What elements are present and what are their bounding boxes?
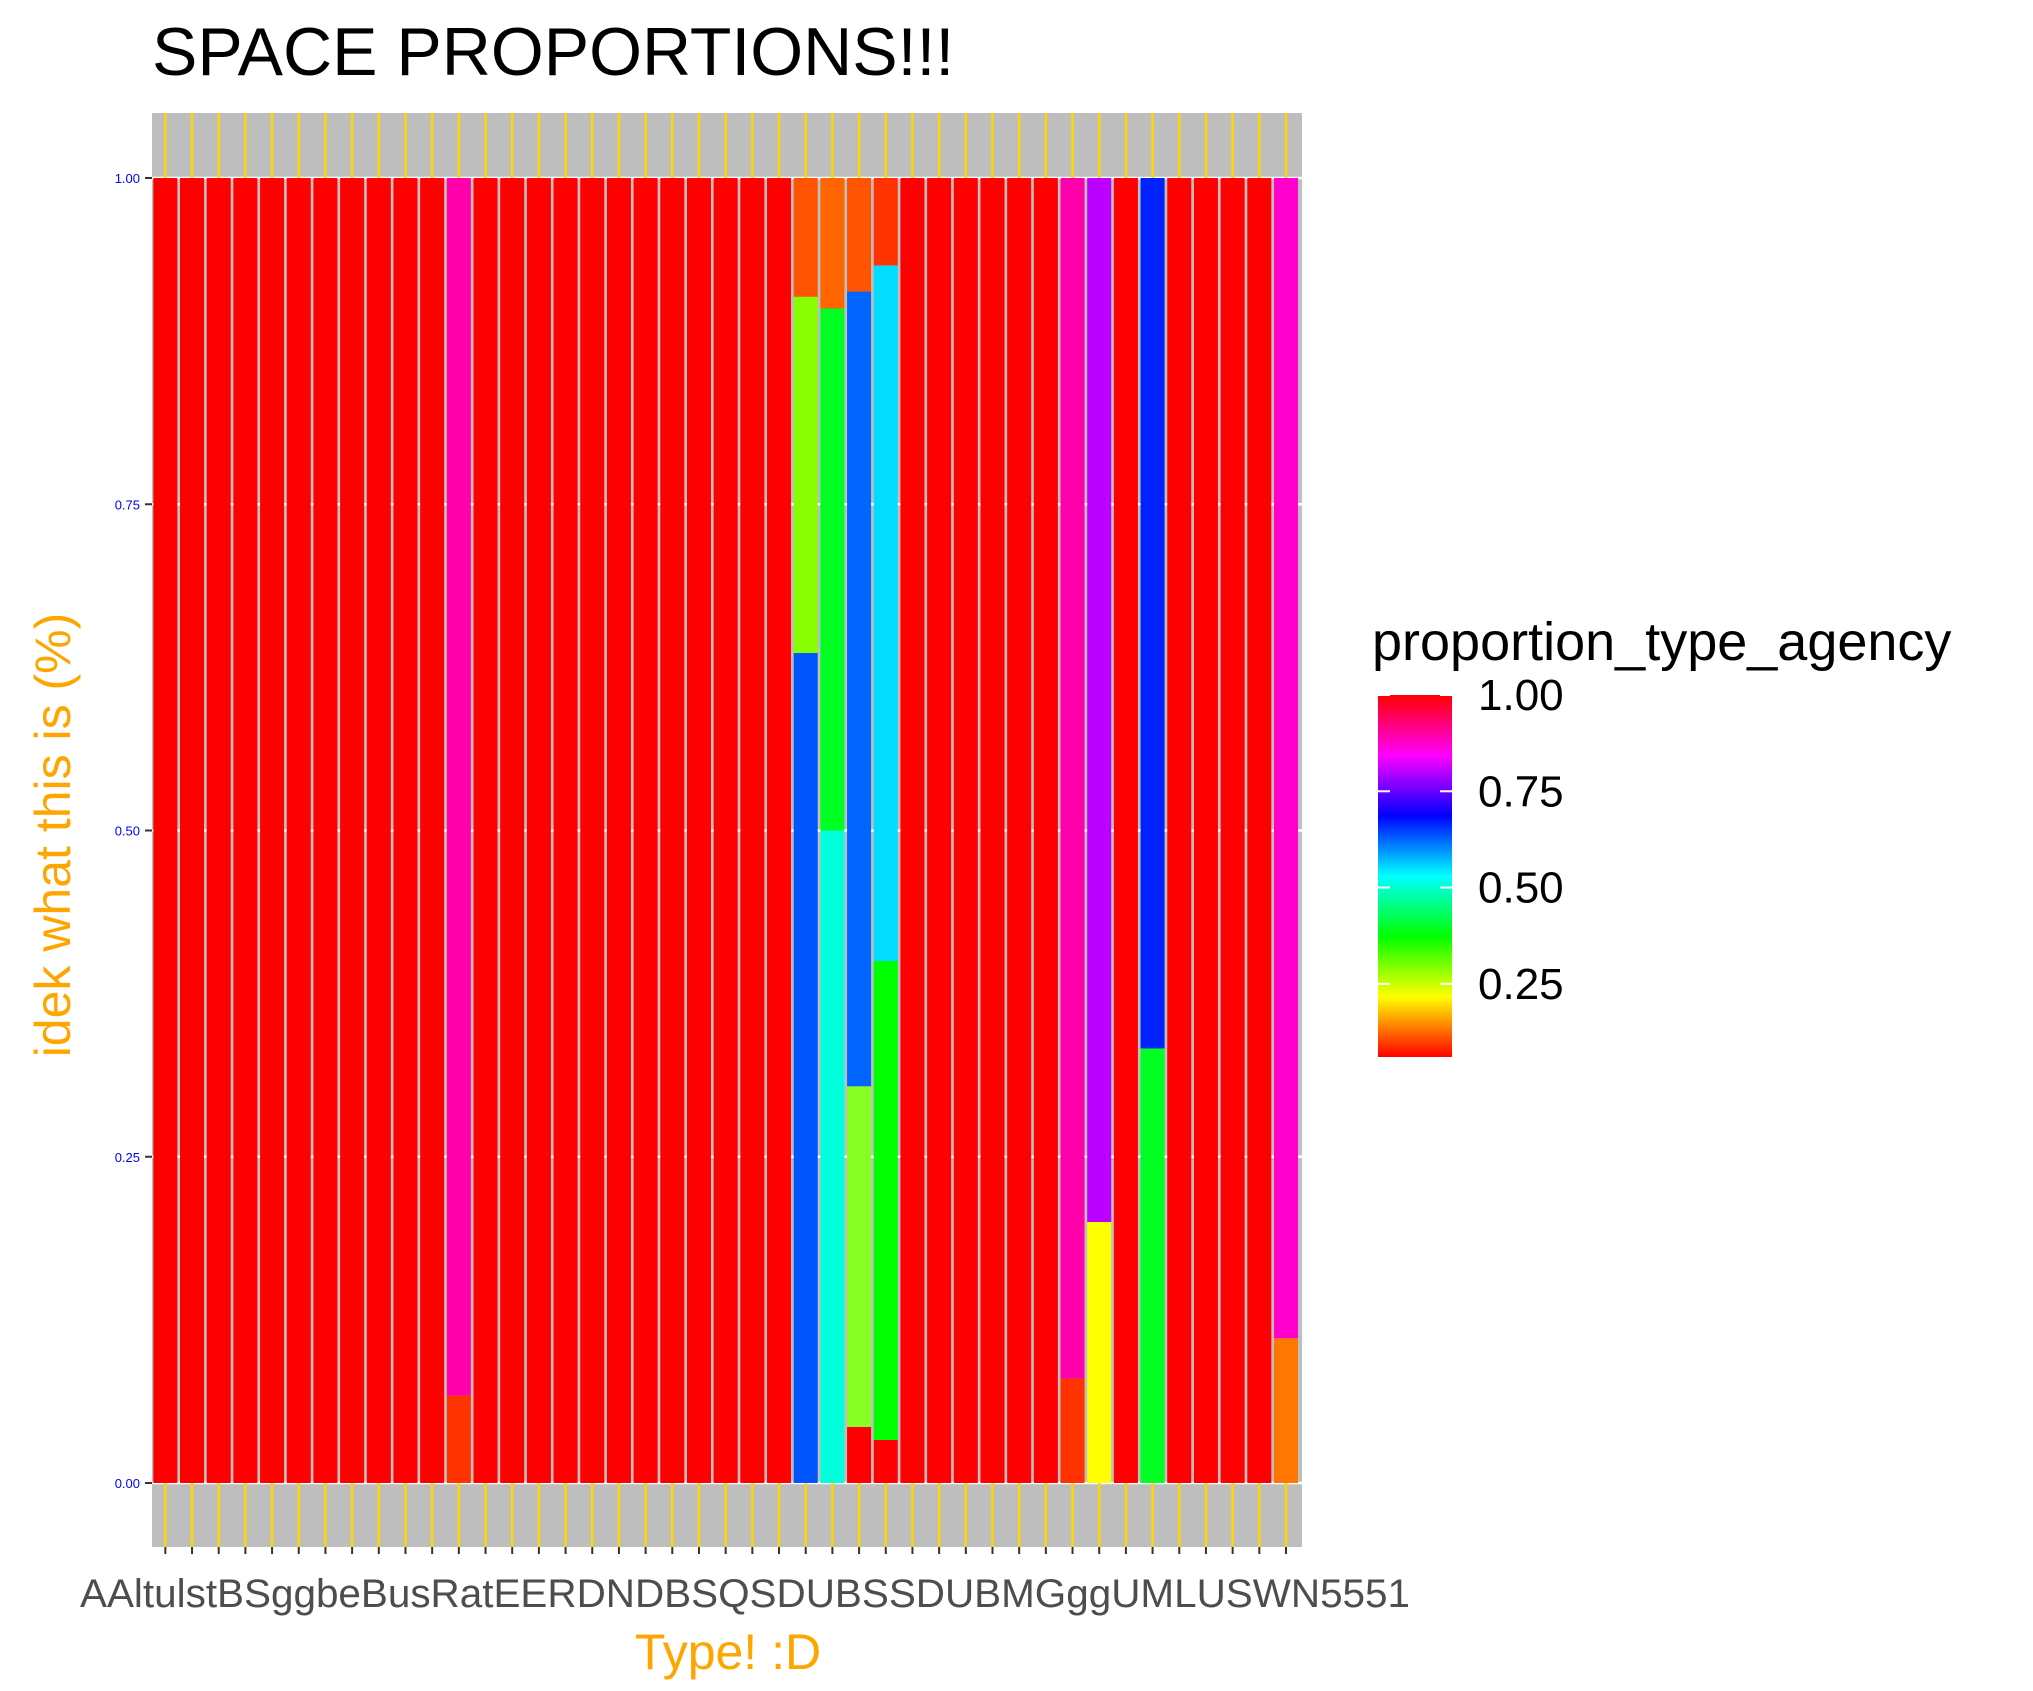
bar-segment: [340, 178, 365, 1483]
bar-segment: [873, 961, 898, 1440]
bar-segment: [793, 178, 818, 297]
bar-segment: [740, 178, 765, 1483]
y-tick-label: 0.25: [115, 1150, 140, 1165]
bar-segment: [873, 178, 898, 266]
bar-segment: [553, 178, 578, 1483]
x-tick-labels: AAltulstBSggbeBusRatEERDNDBSQSDUBSSDUBMG…: [80, 1572, 1410, 1616]
bar-segment: [473, 178, 498, 1483]
legend-label: 0.50: [1478, 864, 1564, 913]
bar-segment: [500, 178, 525, 1483]
bar-segment: [820, 308, 845, 831]
bar-segment: [847, 1086, 872, 1427]
bar-segment: [873, 1439, 898, 1483]
x-axis-title: Type! :D: [635, 1624, 821, 1680]
bar-segment: [847, 178, 872, 292]
bar-segment: [206, 178, 231, 1483]
bar-segment: [1193, 178, 1218, 1483]
legend-label: 1.00: [1478, 671, 1564, 720]
bar-segment: [153, 178, 178, 1483]
bar-segment: [1167, 178, 1192, 1483]
y-tick-label: 0.75: [115, 497, 140, 512]
bar-segment: [286, 178, 311, 1483]
bar-segment: [820, 178, 845, 309]
bar-segment: [1087, 1222, 1112, 1483]
legend-colorbar: [1378, 695, 1452, 1057]
bar-segment: [1220, 178, 1245, 1483]
bar-segment: [793, 653, 818, 1483]
bar-segment: [927, 178, 952, 1483]
bar-segment: [606, 178, 631, 1483]
bar-segment: [446, 1395, 471, 1483]
bar-segment: [793, 296, 818, 654]
bar-segment: [686, 178, 711, 1483]
x-axis: AAltulstBSggbeBusRatEERDNDBSQSDUBSSDUBMG…: [80, 1547, 1410, 1616]
legend-label: 0.25: [1478, 960, 1564, 1009]
bars: [153, 178, 1298, 1483]
bar-segment: [1140, 1048, 1165, 1483]
bar-segment: [1060, 178, 1085, 1379]
bar-segment: [980, 178, 1005, 1483]
bar-segment: [580, 178, 605, 1483]
bar-segment: [313, 178, 338, 1483]
bar-segment: [393, 178, 418, 1483]
bar-segment: [660, 178, 685, 1483]
bar-segment: [1273, 1338, 1298, 1483]
y-tick-label: 0.50: [115, 824, 140, 839]
bar-segment: [900, 178, 925, 1483]
y-tick-label: 1.00: [115, 171, 140, 186]
bar-segment: [1060, 1378, 1085, 1483]
bar-segment: [767, 178, 792, 1483]
y-tick-label: 0.00: [115, 1476, 140, 1491]
legend-title: proportion_type_agency: [1372, 612, 1951, 672]
chart-title: SPACE PROPORTIONS!!!: [152, 14, 954, 90]
bar-segment: [446, 178, 471, 1396]
bar-segment: [713, 178, 738, 1483]
legend: proportion_type_agency 0.25 0.50 0.75 1.00: [1372, 612, 1951, 1057]
bar-segment: [1113, 178, 1138, 1483]
y-axis-title: idek what this is (%): [25, 613, 81, 1058]
bar-segment: [1033, 178, 1058, 1483]
bar-segment: [873, 265, 898, 961]
bar-segment: [1273, 178, 1298, 1339]
bar-segment: [180, 178, 205, 1483]
bar-segment: [1247, 178, 1272, 1483]
bar-segment: [1007, 178, 1032, 1483]
bar-segment: [1087, 178, 1112, 1222]
bar-segment: [420, 178, 445, 1483]
bar-segment: [526, 178, 551, 1483]
bar-segment: [1140, 178, 1165, 1049]
bar-segment: [633, 178, 658, 1483]
bar-segment: [366, 178, 391, 1483]
bar-segment: [847, 291, 872, 1087]
bar-segment: [820, 830, 845, 1483]
bar-segment: [233, 178, 258, 1483]
bar-segment: [260, 178, 285, 1483]
bar-segment: [847, 1426, 872, 1483]
bar-segment: [953, 178, 978, 1483]
y-axis: 0.00 0.25 0.50 0.75 1.00: [115, 171, 152, 1491]
legend-label: 0.75: [1478, 767, 1564, 816]
